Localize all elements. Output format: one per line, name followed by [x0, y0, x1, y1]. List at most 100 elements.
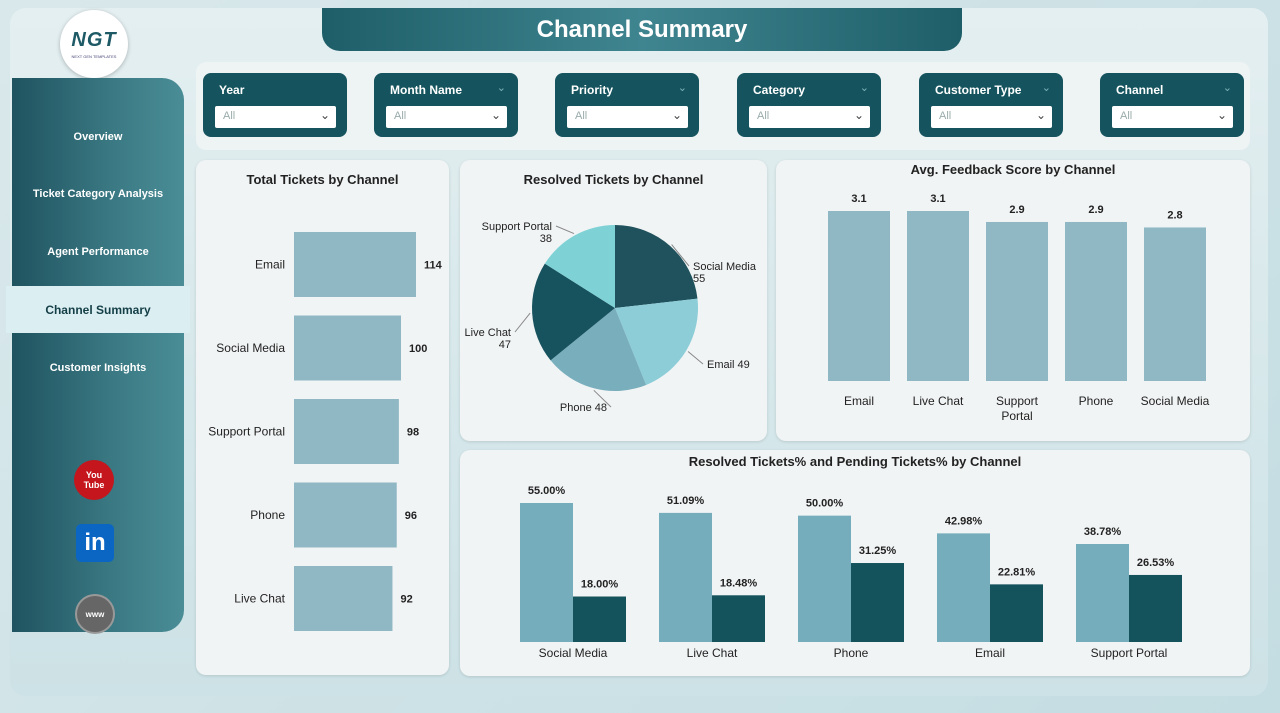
- linkedin-icon[interactable]: in: [76, 524, 114, 562]
- bar-support-portal[interactable]: [294, 399, 399, 464]
- value-label-pending-tickets--phone: 31.25%: [859, 545, 897, 557]
- value-label-support-portal: 2.9: [1009, 204, 1024, 216]
- pie-slice-phone[interactable]: [550, 308, 647, 391]
- value-label-live-chat: 3.1: [930, 193, 945, 205]
- sidebar-item-customer-insights[interactable]: Customer Insights: [49, 362, 147, 374]
- category-label-social-media: Social Media: [539, 646, 608, 660]
- chevron-down-icon: ⌄: [1222, 82, 1232, 94]
- total-tickets-chart: Email 114 Social Media 100 Support Portal 98 P…: [208, 232, 443, 631]
- priority-select[interactable]: All ⌄: [567, 106, 688, 128]
- category-select[interactable]: All ⌄: [749, 106, 870, 128]
- pie-slice-email[interactable]: [615, 298, 698, 385]
- bar-resolved-tickets--support-portal[interactable]: [1076, 543, 1129, 642]
- bar-live-chat[interactable]: [294, 566, 393, 631]
- pie-label-live-chat: Live Chat: [465, 327, 511, 339]
- pie-slice-live-chat[interactable]: [532, 263, 615, 361]
- filter-label: Year: [219, 83, 245, 97]
- month-name-select[interactable]: All ⌄: [386, 106, 507, 128]
- filter-label: Customer Type: [935, 83, 1022, 97]
- category-label-email: Email: [975, 646, 1005, 660]
- leader-line-email: [687, 351, 704, 365]
- bar-email[interactable]: [828, 211, 890, 381]
- chevron-down-icon: ⌄: [677, 82, 687, 94]
- feedback-score-card: Avg. Feedback Score by Channel 3.1 Email 3…: [776, 160, 1250, 441]
- youtube-icon-text-1: You: [85, 470, 103, 480]
- year-select[interactable]: All ⌄: [215, 106, 336, 128]
- bar-pending-tickets--live-chat[interactable]: [712, 595, 765, 642]
- value-label-pending-tickets--live-chat: 18.48%: [720, 577, 758, 589]
- filter-label: Month Name: [390, 83, 462, 97]
- filter-value: All: [757, 110, 770, 122]
- category-label-live-chat: Live Chat: [234, 592, 285, 606]
- value-label-social-media: 100: [409, 343, 427, 355]
- value-label-pending-tickets--support-portal: 26.53%: [1137, 557, 1175, 569]
- chart-title: Resolved Tickets% and Pending Tickets% b…: [688, 454, 1022, 469]
- bar-resolved-tickets--live-chat[interactable]: [659, 512, 712, 642]
- chevron-down-icon: ⌄: [671, 108, 682, 122]
- sidebar-item-channel-summary[interactable]: Channel Summary: [6, 286, 190, 333]
- category-label-email: Email: [844, 394, 874, 408]
- category-label-support-portal: Support Portal: [208, 425, 285, 439]
- pie-slice-support-portal[interactable]: [544, 225, 615, 308]
- chevron-down-icon: ⌄: [490, 108, 501, 122]
- filter-month-name: Month Name ⌄ All ⌄: [374, 73, 518, 137]
- value-label-pending-tickets--social-media: 18.00%: [581, 579, 619, 591]
- chevron-down-icon: ⌄: [1035, 108, 1046, 122]
- leader-line-live-chat: [514, 312, 531, 333]
- chevron-down-icon: ⌄: [853, 108, 864, 122]
- customer-type-select[interactable]: All ⌄: [931, 106, 1052, 128]
- filter-value: All: [1120, 110, 1133, 122]
- filter-value: All: [939, 110, 952, 122]
- pie-label-live-chat-value: 47: [499, 339, 511, 351]
- filter-channel: Channel ⌄ All ⌄: [1100, 73, 1244, 137]
- chart-title: Resolved Tickets by Channel: [523, 172, 704, 187]
- pie-label-social-media: Social Media: [693, 261, 757, 273]
- sidebar: Overview Ticket Category Analysis Agent …: [6, 78, 190, 634]
- bar-email[interactable]: [294, 232, 416, 297]
- value-label-resolved-tickets--support-portal: 38.78%: [1084, 526, 1122, 538]
- website-icon[interactable]: www: [75, 594, 115, 634]
- value-label-phone: 2.9: [1088, 204, 1103, 216]
- value-label-email: 114: [424, 260, 443, 272]
- logo-subtext: NEXT GEN TEMPLATES: [71, 54, 117, 59]
- bar-pending-tickets--email[interactable]: [990, 584, 1043, 642]
- category-label-phone: Phone: [250, 508, 285, 522]
- category-label-phone: Phone: [834, 646, 869, 660]
- value-label-resolved-tickets--live-chat: 51.09%: [667, 495, 705, 507]
- bar-phone[interactable]: [1065, 221, 1127, 381]
- youtube-icon[interactable]: You Tube: [74, 460, 114, 500]
- bar-pending-tickets--social-media[interactable]: [573, 596, 626, 642]
- bar-pending-tickets--phone[interactable]: [851, 563, 904, 642]
- bar-social-media[interactable]: [1144, 227, 1206, 381]
- sidebar-item-agent-performance[interactable]: Agent Performance: [47, 246, 149, 258]
- bar-resolved-tickets--email[interactable]: [937, 533, 990, 642]
- bar-live-chat[interactable]: [907, 211, 969, 381]
- filter-category: Category ⌄ All ⌄: [737, 73, 881, 137]
- bar-phone[interactable]: [294, 482, 397, 548]
- bar-social-media[interactable]: [294, 315, 402, 381]
- filter-label: Channel: [1116, 83, 1164, 97]
- channel-select[interactable]: All ⌄: [1112, 106, 1233, 128]
- sidebar-item-ticket-category-analysis[interactable]: Ticket Category Analysis: [32, 188, 164, 200]
- chevron-down-icon: ⌄: [859, 82, 869, 94]
- pie-label-email: Email 49: [707, 359, 750, 371]
- bar-pending-tickets--support-portal[interactable]: [1129, 574, 1182, 642]
- bar-resolved-tickets--phone[interactable]: [798, 515, 851, 642]
- chevron-down-icon: ⌄: [319, 108, 330, 122]
- bar-support-portal[interactable]: [986, 221, 1048, 381]
- chevron-down-icon: ⌄: [496, 82, 506, 94]
- category-label-social-media: Social Media: [1141, 394, 1210, 408]
- filter-value: All: [223, 110, 236, 122]
- sidebar-item-overview[interactable]: Overview: [73, 131, 123, 143]
- resolved-tickets-card: Resolved Tickets by Channel Social Media…: [460, 160, 767, 441]
- chevron-down-icon: ⌄: [1041, 82, 1051, 94]
- value-label-resolved-tickets--social-media: 55.00%: [528, 485, 566, 497]
- category-label-support-portal-2: Portal: [1001, 409, 1032, 423]
- logo-text: NGT: [71, 29, 117, 51]
- chart-title: Total Tickets by Channel: [246, 172, 399, 187]
- category-label-social-media: Social Media: [216, 341, 285, 355]
- bar-resolved-tickets--social-media[interactable]: [520, 503, 573, 642]
- pie-slice-social-media[interactable]: [615, 225, 698, 308]
